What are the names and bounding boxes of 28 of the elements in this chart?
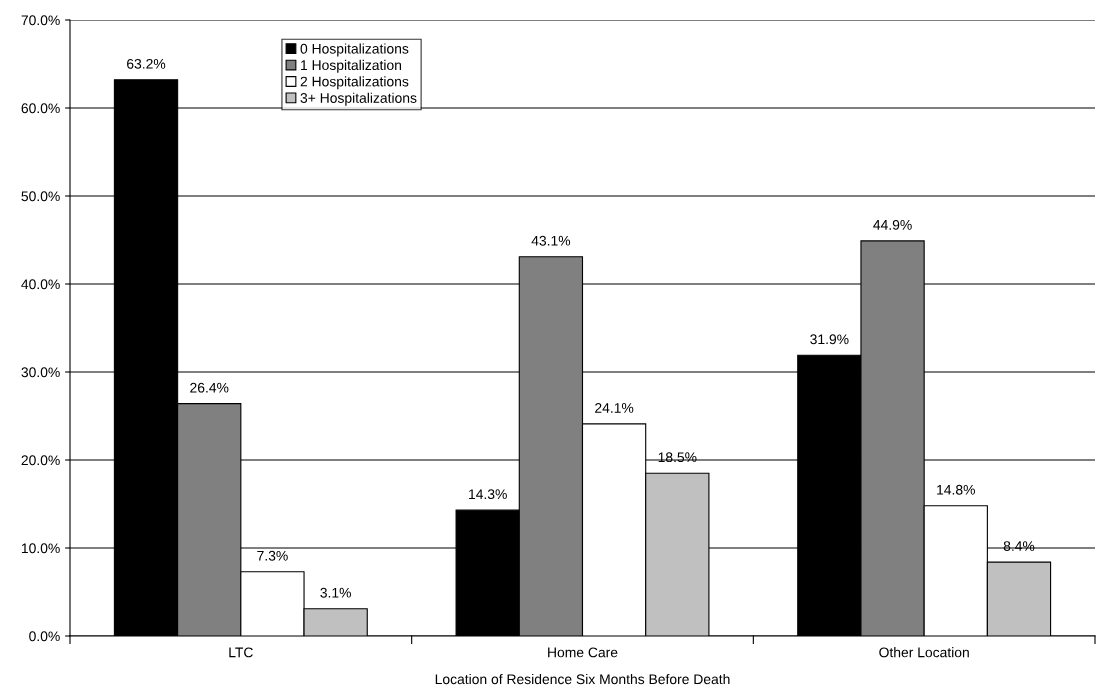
data-label: 18.5%	[658, 452, 697, 463]
data-label: 7.3%	[257, 550, 288, 561]
y-tick-label: 40.0%	[21, 279, 60, 290]
legend-label: 0 Hospitalizations	[300, 43, 409, 57]
data-label: 3.1%	[320, 587, 351, 598]
data-label: 26.4%	[190, 382, 229, 393]
x-axis-title: Location of Residence Six Months Before Death	[435, 673, 730, 685]
data-label: 24.1%	[595, 403, 634, 413]
data-label: 31.9%	[810, 334, 849, 345]
y-tick-label: 50.0%	[21, 191, 60, 202]
y-tick-label: 60.0%	[21, 103, 60, 114]
y-tick-label: 70.0%	[21, 15, 60, 26]
y-tick-label: 10.0%	[21, 543, 60, 554]
x-tick-label: Other Location	[879, 647, 969, 658]
y-tick-label: 0.0%	[29, 631, 60, 642]
legend-label: 3+ Hospitalizations	[300, 92, 417, 106]
y-tick-label: 20.0%	[21, 455, 60, 466]
data-label: 14.3%	[469, 489, 507, 500]
data-label: 63.2%	[127, 58, 166, 69]
legend-label: 1 Hospitalization	[301, 59, 402, 73]
data-label: 43.1%	[531, 235, 571, 246]
legend-label: 2 Hospitalizations	[300, 76, 409, 90]
data-label: 8.4%	[1003, 541, 1035, 551]
x-tick-label: LTC	[229, 647, 253, 658]
y-tick-label: 30.0%	[21, 367, 60, 378]
x-tick-label: Home Care	[548, 647, 618, 658]
data-label: 14.8%	[937, 484, 975, 495]
data-label: 44.9%	[873, 219, 912, 230]
